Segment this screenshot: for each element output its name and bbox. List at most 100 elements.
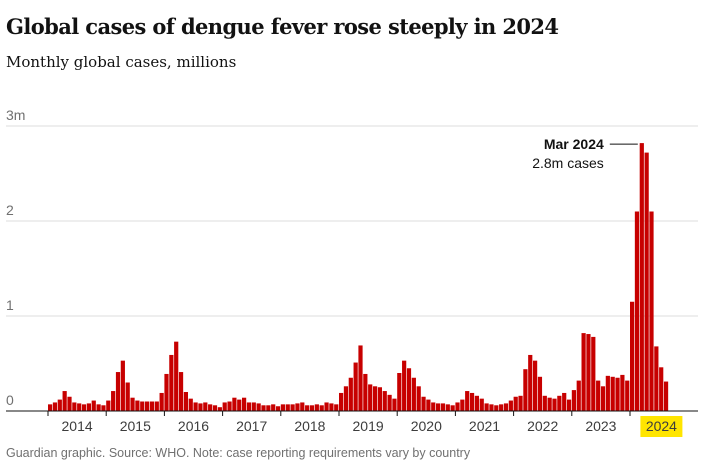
bar — [615, 377, 620, 411]
bar — [169, 354, 174, 411]
bar — [372, 386, 378, 411]
bar — [625, 380, 630, 411]
bar — [111, 391, 116, 411]
bar — [159, 392, 164, 411]
bar — [125, 382, 130, 411]
bar — [149, 401, 155, 411]
bar — [562, 392, 567, 411]
bar — [508, 400, 513, 411]
y-axis-labels: 0 1 2 3m — [6, 107, 25, 408]
bar — [208, 404, 213, 411]
y-tick-label: 3m — [6, 107, 25, 123]
bar — [576, 380, 581, 411]
bar — [436, 403, 441, 411]
bar — [86, 403, 91, 411]
bar — [120, 360, 125, 411]
bar — [178, 372, 184, 411]
bar — [649, 211, 654, 411]
bar — [586, 334, 591, 411]
x-axis-ticks — [47, 411, 631, 416]
bar — [339, 392, 344, 411]
bar — [528, 354, 533, 411]
bar — [537, 376, 543, 411]
bar — [217, 407, 222, 411]
annotation-text: 2.8m cases — [532, 155, 604, 171]
x-tick-label: 2022 — [527, 418, 558, 434]
bar — [411, 377, 416, 411]
bar — [392, 398, 397, 411]
bar — [630, 301, 635, 411]
bar — [552, 398, 557, 411]
x-tick-label: 2017 — [236, 418, 267, 434]
bar — [533, 360, 538, 411]
bar — [605, 375, 610, 411]
chart-subtitle: Monthly global cases, millions — [6, 53, 237, 71]
bar — [440, 403, 446, 411]
bar — [455, 402, 460, 411]
gridlines — [6, 125, 698, 317]
chart-title: Global cases of dengue fever rose steepl… — [6, 14, 559, 39]
bar — [610, 376, 615, 411]
bar — [57, 399, 62, 411]
bar — [596, 380, 601, 411]
bar — [91, 400, 96, 411]
bar — [106, 400, 111, 411]
x-tick-label: 2024 — [646, 418, 677, 434]
x-tick-label: 2014 — [62, 418, 93, 434]
bar — [523, 369, 528, 411]
bar — [368, 384, 373, 411]
bar — [353, 362, 358, 411]
x-axis-labels: 2014 2015 2016 2017 2018 2019 2020 2021 2022 2023… — [62, 416, 683, 437]
bar — [261, 405, 266, 411]
bar — [421, 396, 426, 411]
bar — [115, 372, 121, 411]
bar — [416, 386, 421, 411]
bar — [67, 396, 72, 411]
bar — [227, 401, 232, 411]
x-tick-label: 2015 — [120, 418, 151, 434]
peak-annotation: Mar 2024 2.8m cases — [532, 136, 638, 171]
bar — [663, 381, 669, 411]
bar — [242, 397, 247, 411]
bar — [232, 397, 237, 411]
y-tick-label: 1 — [6, 297, 14, 313]
bar — [654, 346, 659, 411]
bar — [319, 405, 324, 411]
bar — [62, 391, 67, 411]
bar — [237, 399, 242, 411]
bar — [280, 404, 285, 411]
x-tick-label: 2020 — [411, 418, 442, 434]
bar — [343, 386, 349, 411]
bar — [513, 396, 518, 411]
bar — [431, 402, 436, 411]
bar — [309, 405, 315, 411]
bar — [600, 386, 606, 411]
bar — [135, 400, 140, 411]
bar — [52, 402, 58, 411]
bar — [547, 397, 552, 411]
x-tick-label: 2023 — [585, 418, 616, 434]
annotation-label: Mar 2024 — [544, 136, 604, 152]
bar — [358, 345, 363, 411]
bar — [300, 402, 305, 411]
bar — [174, 341, 179, 411]
bar — [581, 333, 586, 411]
bar — [290, 404, 295, 411]
x-tick-label: 2016 — [178, 418, 209, 434]
bar — [314, 404, 319, 411]
bar — [222, 402, 227, 411]
bar — [489, 404, 494, 411]
bar — [130, 397, 135, 411]
bar — [334, 404, 339, 411]
bar — [571, 390, 576, 411]
bar — [634, 211, 640, 411]
bar — [465, 391, 470, 411]
bar — [145, 401, 150, 411]
bar — [469, 392, 475, 411]
bar — [557, 395, 562, 411]
bar — [484, 403, 489, 411]
bar — [329, 403, 334, 411]
bar — [266, 405, 271, 411]
bar — [81, 404, 87, 411]
bar — [639, 143, 644, 411]
